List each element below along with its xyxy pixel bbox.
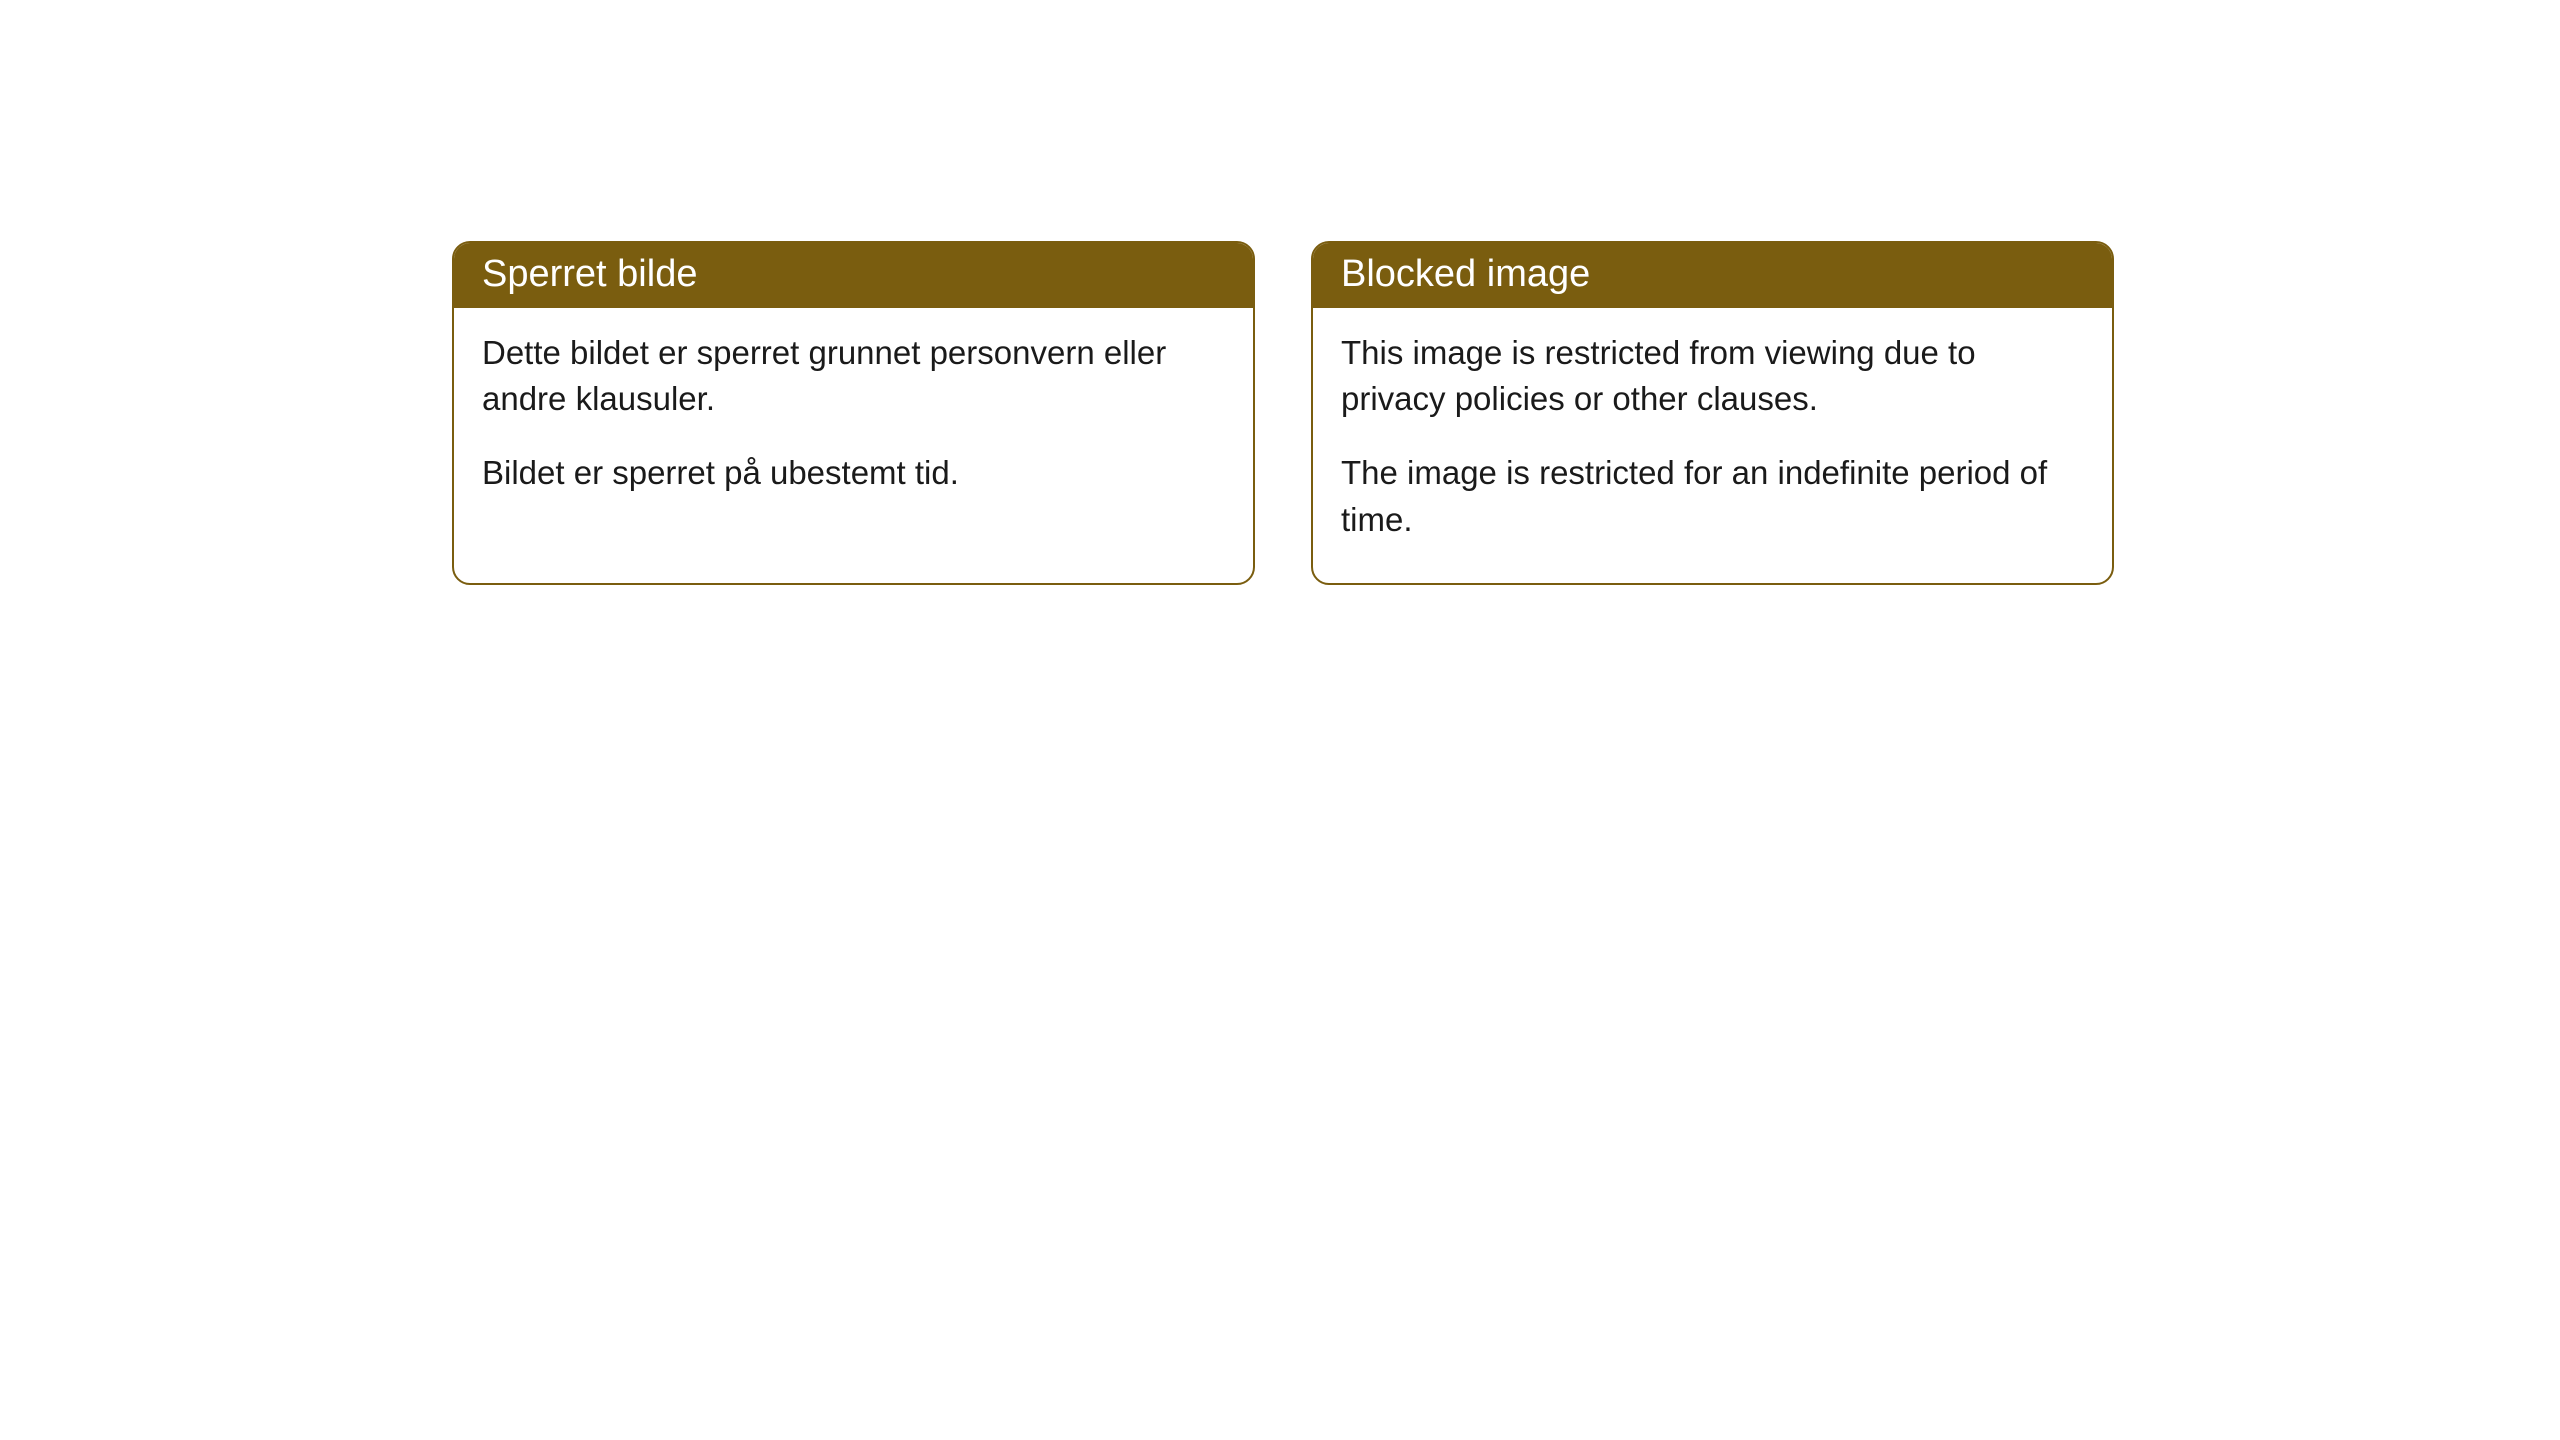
cards-container: Sperret bilde Dette bildet er sperret gr… — [452, 241, 2114, 585]
blocked-image-card-no: Sperret bilde Dette bildet er sperret gr… — [452, 241, 1255, 585]
card-title: Blocked image — [1341, 253, 1590, 295]
card-paragraph: Bildet er sperret på ubestemt tid. — [482, 450, 1225, 496]
card-body: This image is restricted from viewing du… — [1313, 308, 2112, 583]
card-header: Sperret bilde — [454, 243, 1253, 308]
card-paragraph: Dette bildet er sperret grunnet personve… — [482, 330, 1225, 422]
card-paragraph: This image is restricted from viewing du… — [1341, 330, 2084, 422]
blocked-image-card-en: Blocked image This image is restricted f… — [1311, 241, 2114, 585]
card-header: Blocked image — [1313, 243, 2112, 308]
card-paragraph: The image is restricted for an indefinit… — [1341, 450, 2084, 542]
card-title: Sperret bilde — [482, 253, 697, 295]
card-body: Dette bildet er sperret grunnet personve… — [454, 308, 1253, 537]
